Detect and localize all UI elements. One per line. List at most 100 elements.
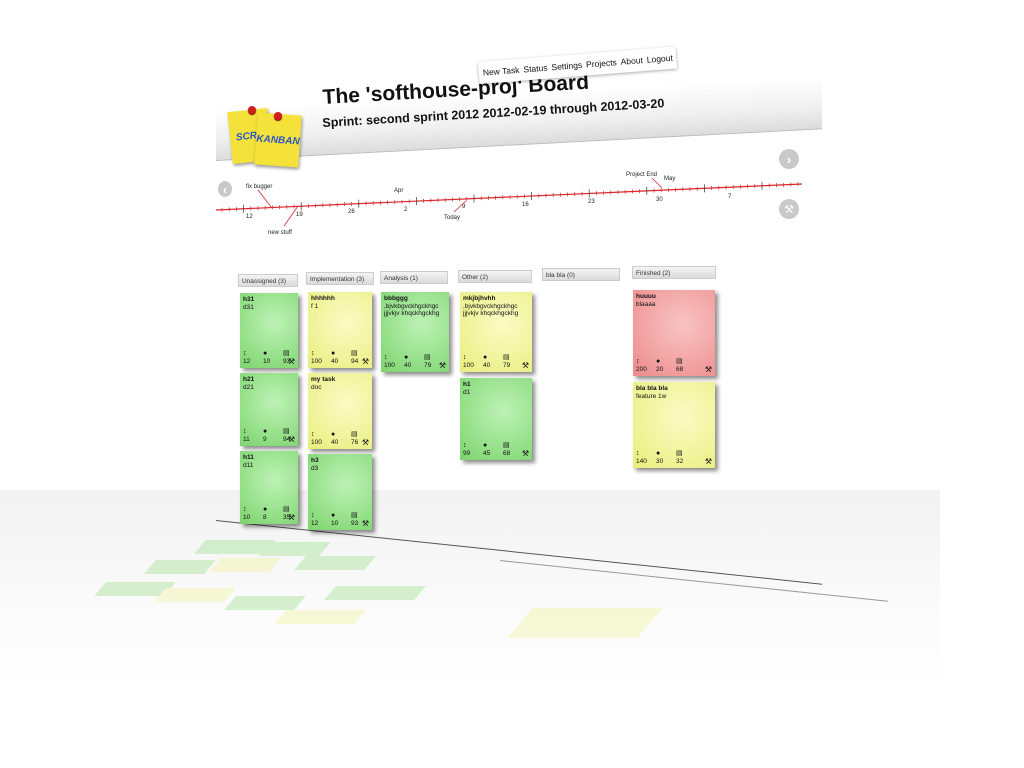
task-card[interactable]: hhhhhh f 1 ↕ 100 ● 40 ▤ 94 ⚒ [308, 292, 372, 368]
month-label: May [664, 176, 675, 182]
clock-icon: ● [331, 350, 336, 357]
stat-value: 12 [311, 519, 319, 527]
card-title: my task [311, 376, 336, 383]
wrench-icon[interactable]: ⚒ [361, 356, 369, 366]
wrench-icon[interactable]: ⚒ [287, 356, 295, 366]
pin-icon [248, 106, 256, 114]
tick-label: 30 [656, 197, 663, 203]
timeline-axis [216, 183, 803, 211]
card-stats: ↕ 140 ● 30 ▤ 32 [636, 450, 712, 465]
card-title: h11 [243, 454, 254, 461]
marker-line [651, 177, 663, 189]
card-stats: ↕ 100 ● 40 ▤ 79 [463, 354, 529, 369]
stat-value: 40 [331, 438, 339, 446]
task-card[interactable]: bbbggg ,bjvkbgvckhgckhgc jjjvkjv khqckhg… [381, 292, 449, 372]
tick-label: 9 [462, 204, 466, 210]
stat-value: 40 [404, 361, 412, 369]
card-stats: ↕ 100 ● 40 ▤ 79 [384, 354, 446, 369]
clock-icon: ● [331, 512, 336, 519]
task-card[interactable]: h31 d31 ↕ 12 ● 10 ▤ 93 ⚒ [240, 293, 298, 368]
priority-arrows-icon: ↕ [311, 512, 315, 519]
priority-arrows-icon: ↕ [243, 506, 247, 513]
stat-value: 140 [636, 457, 647, 465]
calendar-icon: ▤ [283, 428, 290, 435]
chevron-right-icon[interactable]: › [779, 149, 799, 169]
stat-value: 99 [463, 449, 471, 457]
task-card[interactable]: bla bla bla feature 1w ↕ 140 ● 30 ▤ 32 ⚒ [633, 382, 715, 468]
menu-status[interactable]: Status [523, 62, 548, 75]
tick-label: 16 [522, 202, 529, 208]
card-description: f 1 [311, 302, 319, 310]
task-card[interactable]: h11 d11 ↕ 10 ● 8 ▤ 35 ⚒ [240, 451, 298, 524]
tick-label: 2 [404, 207, 408, 213]
tick-label: 23 [588, 199, 595, 205]
task-card[interactable]: my task doc ↕ 100 ● 40 ▤ 76 ⚒ [308, 373, 372, 449]
card-title: h1 [463, 381, 471, 388]
calendar-icon: ▤ [283, 506, 290, 513]
priority-arrows-icon: ↕ [311, 431, 315, 438]
stat-value: 10 [243, 513, 251, 521]
stat-value: 12 [243, 357, 251, 365]
menu-new-task[interactable]: New Task [482, 64, 520, 78]
wrench-icon[interactable]: ⚒ [361, 518, 369, 528]
marker-line [257, 189, 273, 209]
priority-arrows-icon: ↕ [636, 358, 640, 365]
column-header-other: Other (2) [458, 270, 532, 283]
clock-icon: ● [263, 428, 268, 435]
task-card[interactable]: huuuu blaaaa ↕ 200 ● 20 ▤ 68 ⚒ [633, 290, 715, 376]
calendar-icon: ▤ [351, 431, 358, 438]
wrench-icon[interactable]: ⚒ [521, 448, 529, 458]
wrench-icon[interactable]: ⚒ [704, 456, 712, 466]
stat-value: 93 [283, 357, 291, 365]
stat-value: 20 [656, 365, 664, 373]
wrench-icon[interactable]: ⚒ [438, 360, 446, 370]
wrench-icon[interactable]: ⚒ [704, 364, 712, 374]
task-card[interactable]: mkjbjhvhh ,bjvkbgvckhgckhgc jjjvkjv khqc… [460, 292, 532, 372]
timeline-ticks [221, 181, 799, 213]
priority-arrows-icon: ↕ [636, 450, 640, 457]
tick-label: 26 [348, 209, 355, 215]
stat-value: 45 [483, 449, 491, 457]
calendar-icon: ▤ [351, 350, 358, 357]
column-header-unassigned: Unassigned (3) [238, 274, 298, 287]
floor-reflection-area [0, 490, 940, 690]
card-stats: ↕ 99 ● 45 ▤ 68 [463, 442, 529, 457]
scrum-kanban-logo: SCRU KANBAN [226, 104, 306, 174]
menu-projects[interactable]: Projects [585, 57, 618, 70]
card-stats: ↕ 10 ● 8 ▤ 35 [243, 506, 295, 521]
tick-label: 19 [296, 212, 303, 218]
menu-logout[interactable]: Logout [646, 52, 674, 65]
calendar-icon: ▤ [351, 512, 358, 519]
card-description: ,bjvkbgvckhgckhgc jjjvkjv khqckhgckhg [463, 302, 519, 318]
card-description: d3 [311, 464, 319, 472]
stat-value: 68 [503, 449, 511, 457]
calendar-icon: ▤ [503, 442, 510, 449]
marker-label: Today [444, 215, 460, 221]
column-header-analysis: Analysis (1) [380, 271, 448, 284]
card-title: hhhhhh [311, 295, 335, 302]
stat-value: 40 [331, 357, 339, 365]
month-label: Apr [394, 188, 403, 194]
task-card[interactable]: h3 d3 ↕ 12 ● 10 ▤ 93 ⚒ [308, 454, 372, 530]
task-card[interactable]: h21 d21 ↕ 11 ● 9 ▤ 94 ⚒ [240, 373, 298, 446]
wrench-icon[interactable]: ⚒ [521, 360, 529, 370]
card-description: d21 [243, 383, 254, 391]
clock-icon: ● [483, 354, 488, 361]
stat-value: 94 [351, 357, 359, 365]
pin-icon [274, 112, 282, 120]
wrench-icon[interactable]: ⚒ [287, 434, 295, 444]
chevron-left-icon[interactable]: ‹ [218, 181, 232, 197]
stat-value: 8 [263, 513, 267, 521]
task-card[interactable]: h1 d1 ↕ 99 ● 45 ▤ 68 ⚒ [460, 378, 532, 460]
wrench-icon[interactable]: ⚒ [779, 199, 799, 219]
wrench-icon[interactable]: ⚒ [287, 512, 295, 522]
column-header-finished: Finished (2) [632, 266, 716, 279]
column-header-blabla: bla bla (0) [542, 268, 620, 281]
menu-settings[interactable]: Settings [551, 59, 583, 73]
wrench-icon[interactable]: ⚒ [361, 437, 369, 447]
column-header-implementation: Implementation (3) [306, 272, 374, 285]
stat-value: 68 [676, 365, 684, 373]
calendar-icon: ▤ [503, 354, 510, 361]
menu-about[interactable]: About [620, 55, 644, 67]
card-stats: ↕ 200 ● 20 ▤ 68 [636, 358, 712, 373]
